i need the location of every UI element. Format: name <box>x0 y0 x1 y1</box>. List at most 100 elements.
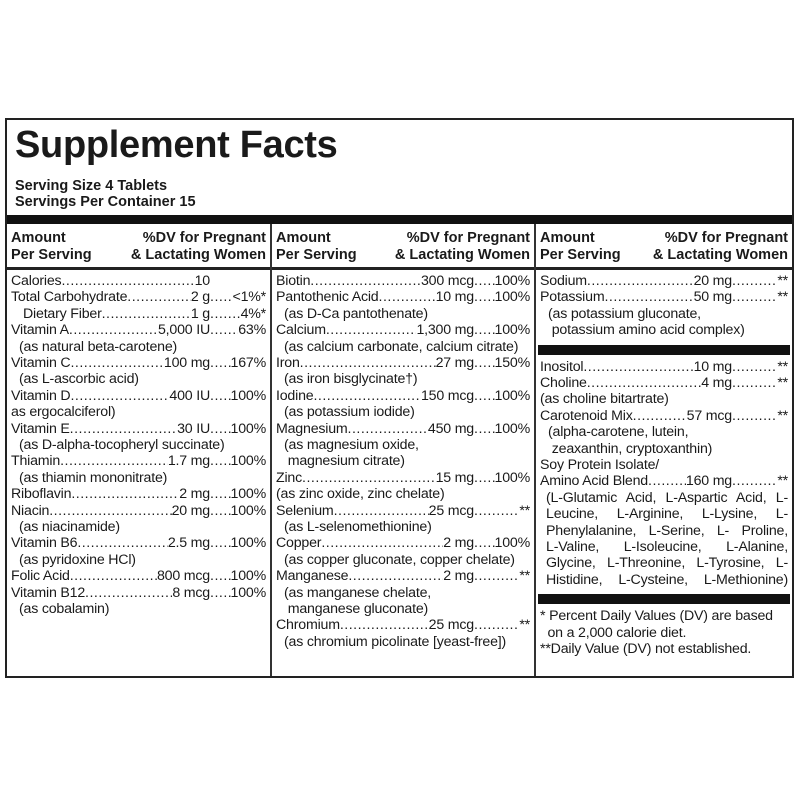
nutrient-amount: 1.7 mg <box>167 453 210 470</box>
nutrient-amount: 10 mg <box>435 289 475 306</box>
nutrient-dv: 4%* <box>240 305 266 322</box>
header-pregnant-lactating: & Lactating Women <box>130 247 266 263</box>
nutrient-source-note: (as cobalamin) <box>19 600 110 617</box>
dv-cell: ** <box>732 359 788 375</box>
leader-dots <box>102 306 191 322</box>
header-dv: %DV for Pregnant <box>142 230 266 246</box>
dv-cell: <1%* <box>210 289 266 305</box>
nutrient-dv: ** <box>777 374 788 391</box>
header-pregnant-lactating: & Lactating Women <box>394 247 530 263</box>
dv-cell: 100% <box>474 322 531 338</box>
nutrient-amount: 2 mg <box>443 535 474 552</box>
nutrient-name: Vitamin C <box>11 354 71 371</box>
leader-dots <box>127 289 191 305</box>
dv-cell: 100% <box>474 289 531 305</box>
nutrient-source-note: (L-Glutamic Acid, L-Aspartic Acid, L- <box>546 489 788 506</box>
leader-dots <box>474 289 495 305</box>
nutrient-dv: ** <box>777 407 788 424</box>
nutrient-amount: 20 mg <box>171 502 211 519</box>
leader-dots <box>474 421 495 437</box>
dv-cell: 100% <box>210 486 267 502</box>
nutrient-amount: 50 mg <box>693 289 733 306</box>
nutrient-source-note: (as L-ascorbic acid) <box>19 371 139 388</box>
nutrient-row: Inositol 10 mg ** <box>540 359 788 375</box>
dv-cell: ** <box>732 473 788 489</box>
nutrient-source-note: (as iron bisglycinate†) <box>284 371 418 388</box>
leader-dots <box>587 375 702 391</box>
divider-bar <box>538 594 790 605</box>
dv-cell: 150% <box>474 354 531 371</box>
nutrient-dv: 150% <box>494 354 531 371</box>
nutrient-source-note: L-Valine, L-Isoleucine, L-Alanine, <box>546 538 788 555</box>
nutrient-dv: 63% <box>238 322 266 339</box>
dv-cell: ** <box>732 408 788 424</box>
dv-cell: 100% <box>210 420 267 437</box>
nutrient-name: Calcium <box>276 322 326 339</box>
nutrient-name: Vitamin B12 <box>11 584 86 601</box>
nutrient-row: Folic Acid 800 mcg 100% <box>11 568 266 584</box>
nutrient-row: Niacin 20 mg 100% <box>11 503 266 519</box>
nutrient-name: Selenium <box>276 502 334 519</box>
servings-per-container: Servings Per Container 15 <box>15 194 196 210</box>
leader-dots <box>210 421 231 437</box>
nutrient-amount: 160 mg <box>685 473 732 490</box>
nutrient-name: Total Carbohydrate <box>11 289 128 306</box>
nutrient-dv: <1%* <box>232 289 266 306</box>
leader-dots <box>474 273 495 289</box>
nutrient-amount: 450 mg <box>427 420 474 437</box>
nutrient-row: Magnesium 450 mg 100% <box>276 421 530 437</box>
nutrient-list: Calories10Total Carbohydrate2 g<1%*Dieta… <box>11 270 266 617</box>
nutrient-source-note: (as D-Ca pantothenate) <box>284 305 428 322</box>
nutrient-dv: 100% <box>230 453 267 470</box>
dv-cell: ** <box>474 568 530 584</box>
nutrient-amount: 4 mg <box>701 374 732 391</box>
nutrient-name: Zinc <box>276 469 303 486</box>
nutrient-source-note: (as thiamin mononitrate) <box>19 469 168 486</box>
leader-dots <box>648 473 686 489</box>
dv-cell: ** <box>474 503 530 519</box>
nutrient-row: Soy Protein Isolate/ <box>540 457 788 473</box>
leader-dots <box>474 470 495 486</box>
nutrient-row: Biotin 300 mcg 100% <box>276 273 530 289</box>
nutrient-amount: 2 mg <box>443 568 474 585</box>
nutrient-row: Selenium 25 mcg ** <box>276 503 530 519</box>
dv-cell: 100% <box>474 469 531 486</box>
leader-dots <box>334 503 429 519</box>
nutrient-source-note: (as copper gluconate, copper chelate) <box>284 551 515 568</box>
nutrient-dv: ** <box>519 617 530 634</box>
nutrient-dv: 100% <box>230 387 267 404</box>
amount-per-serving-header: Amount Per Serving <box>276 230 357 267</box>
nutrient-source-note: Histidine, L-Cysteine, L-Methionine) <box>546 571 788 588</box>
amount-per-serving-header: Amount Per Serving <box>11 230 92 267</box>
nutrient-dv: 100% <box>230 420 267 437</box>
nutrient-list: Biotin 300 mcg100%Pantothenic Acid 10 mg… <box>276 270 530 650</box>
amount-per-serving-header: Amount Per Serving <box>540 230 621 267</box>
nutrient-source-note: (as manganese chelate, <box>284 584 432 601</box>
nutrient-source-note: magnesium citrate) <box>284 453 405 470</box>
nutrient-row: Total Carbohydrate 2 g <1%* <box>11 289 266 305</box>
dv-cell: 100% <box>474 388 531 404</box>
nutrient-name: Thiamin <box>11 453 61 470</box>
leader-dots <box>587 273 694 289</box>
nutrient-source-note: (as zinc oxide, zinc chelate) <box>276 486 445 503</box>
nutrient-dv: 100% <box>230 502 267 519</box>
column-header: Amount Per Serving %DV for Pregnant & Lacta… <box>7 224 270 270</box>
nutrient-source-note: manganese gluconate) <box>284 600 429 617</box>
dv-cell: 167% <box>210 355 267 371</box>
nutrient-dv: 100% <box>494 469 531 486</box>
leader-dots <box>348 568 443 584</box>
nutrient-row: Calories 10 <box>11 273 266 289</box>
nutrient-amount: 10 mg <box>693 358 733 375</box>
leader-dots <box>69 322 158 338</box>
leader-dots <box>210 322 238 338</box>
leader-dots <box>474 568 519 584</box>
leader-dots <box>71 486 179 502</box>
nutrient-dv: 100% <box>494 535 531 552</box>
nutrient-name: Sodium <box>540 273 587 289</box>
nutrient-source-note: Phenylalanine, L-Serine, L- Proline, <box>546 522 788 539</box>
leader-dots <box>210 453 231 469</box>
nutrient-column-3: Amount Per Serving %DV for Pregnant & Lacta… <box>534 224 792 676</box>
nutrient-row: Vitamin C 100 mg 167% <box>11 355 266 371</box>
nutrient-dv: 100% <box>230 584 267 601</box>
leader-dots <box>210 355 231 371</box>
